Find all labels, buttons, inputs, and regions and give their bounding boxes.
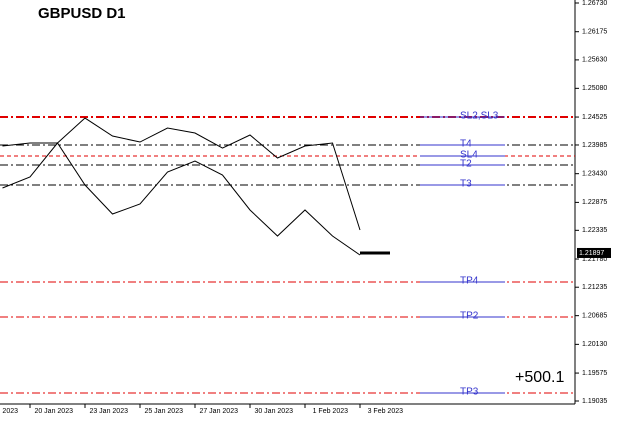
x-tick-label: 23 Jan 2023 — [89, 408, 128, 415]
y-tick-label: 1.25080 — [582, 85, 607, 92]
chart-title: GBPUSD D1 — [38, 5, 126, 22]
y-tick-label: 1.20130 — [582, 341, 607, 348]
level-label: T2 — [460, 159, 472, 170]
level-label: SL4 — [460, 150, 478, 161]
x-tick-label: 1 Feb 2023 — [313, 408, 349, 415]
series-line — [2, 117, 361, 231]
y-tick-label: 1.21235 — [582, 284, 607, 291]
level-label: T3 — [460, 179, 472, 190]
current-price-box — [577, 247, 611, 258]
y-tick-label: 1.26175 — [582, 29, 607, 36]
y-tick-label: 1.20685 — [582, 313, 607, 320]
level-label: TP2 — [460, 311, 479, 322]
x-tick-label: 25 Jan 2023 — [144, 408, 183, 415]
y-tick-label: 1.23430 — [582, 171, 607, 178]
x-tick-label: 3 Feb 2023 — [368, 408, 404, 415]
series-line — [2, 142, 361, 256]
level-label: TP3 — [460, 387, 479, 398]
annotation: +500.1 — [515, 369, 564, 386]
y-tick-label: 1.19575 — [582, 370, 607, 377]
level-label: T4 — [460, 139, 472, 150]
y-tick-label: 1.23985 — [582, 142, 607, 149]
level-label: SL2,SL3 — [460, 111, 499, 122]
y-tick-label: 1.19035 — [582, 398, 607, 405]
y-tick-label: 1.21780 — [582, 256, 607, 263]
y-tick-label: 1.24525 — [582, 114, 607, 121]
x-tick-label: 30 Jan 2023 — [254, 408, 293, 415]
x-tick-label: 20 Jan 2023 — [34, 408, 73, 415]
y-tick-label: 1.22875 — [582, 199, 607, 206]
x-tick-label: 2023 — [2, 408, 18, 415]
y-tick-label: 1.25630 — [582, 57, 607, 64]
level-label: TP4 — [460, 276, 479, 287]
y-tick-label: 1.22335 — [582, 227, 607, 234]
y-tick-label: 1.26730 — [582, 0, 607, 7]
current-price-label: 1.21897 — [579, 250, 604, 257]
x-tick-label: 27 Jan 2023 — [199, 408, 238, 415]
